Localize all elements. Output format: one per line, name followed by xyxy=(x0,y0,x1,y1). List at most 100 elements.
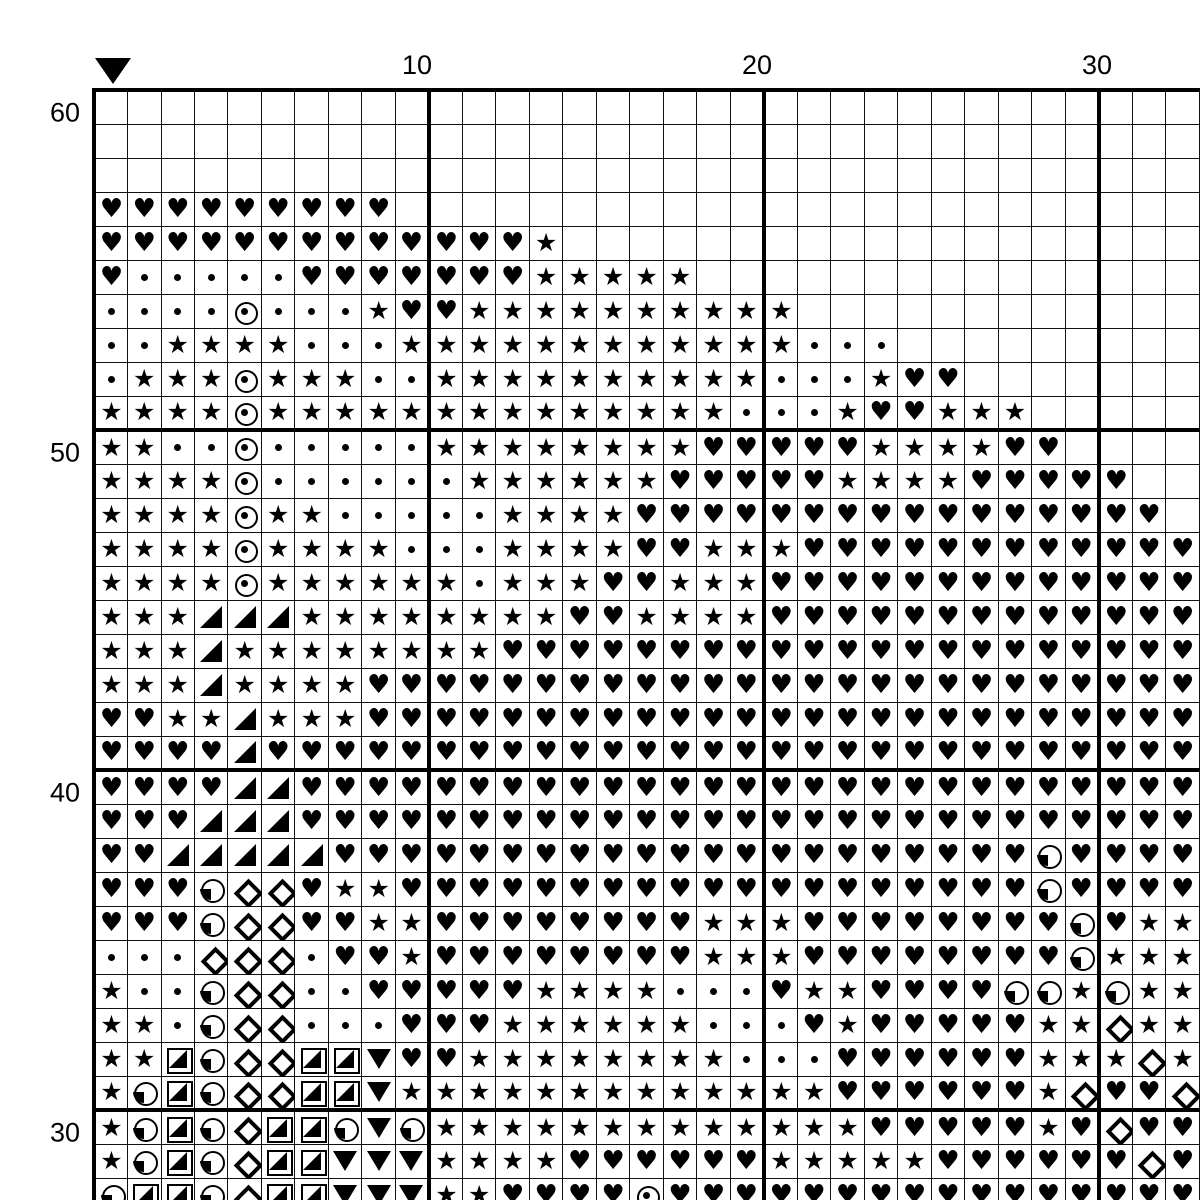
cell-heart[interactable] xyxy=(562,1177,597,1200)
cell-star[interactable] xyxy=(495,395,530,432)
cell-heart[interactable] xyxy=(763,429,798,465)
cell-heart[interactable] xyxy=(964,769,999,805)
cell-qcir[interactable] xyxy=(193,871,229,907)
cell-star[interactable] xyxy=(294,667,329,703)
cell-heart[interactable] xyxy=(796,599,832,635)
cell-heart[interactable] xyxy=(897,1109,932,1145)
cell-empty[interactable] xyxy=(964,225,999,261)
cell-star[interactable] xyxy=(629,1109,664,1145)
cell-empty[interactable] xyxy=(1064,429,1101,465)
cell-star[interactable] xyxy=(394,599,431,635)
cell-star[interactable] xyxy=(562,1007,597,1043)
cell-heart[interactable] xyxy=(428,667,463,703)
cell-heart[interactable] xyxy=(1131,1109,1167,1145)
cell-star[interactable] xyxy=(629,327,664,363)
cell-star[interactable] xyxy=(327,361,363,397)
cell-star[interactable] xyxy=(528,1007,564,1043)
cell-star[interactable] xyxy=(729,905,766,941)
cell-star[interactable] xyxy=(193,565,229,601)
cell-empty[interactable] xyxy=(92,88,129,125)
cell-star[interactable] xyxy=(294,633,329,669)
cell-heart[interactable] xyxy=(830,939,865,975)
cell-star[interactable] xyxy=(461,395,497,432)
cell-star[interactable] xyxy=(361,599,396,635)
cell-heart[interactable] xyxy=(562,633,597,669)
cell-dot[interactable] xyxy=(394,463,431,499)
cell-heart[interactable] xyxy=(897,667,932,703)
cell-dot[interactable] xyxy=(160,939,195,975)
cell-heart[interactable] xyxy=(394,1041,431,1077)
cell-heart[interactable] xyxy=(796,429,832,465)
cell-heart[interactable] xyxy=(1064,531,1101,567)
cell-heart[interactable] xyxy=(863,837,899,873)
cell-heart[interactable] xyxy=(830,803,865,839)
cell-heart[interactable] xyxy=(227,191,262,227)
cell-heart[interactable] xyxy=(495,735,530,772)
cell-star[interactable] xyxy=(327,871,363,907)
cell-heart[interactable] xyxy=(595,701,631,737)
cell-heart[interactable] xyxy=(629,701,664,737)
cell-heart[interactable] xyxy=(595,871,631,907)
cell-hsq[interactable] xyxy=(294,1109,329,1145)
cell-empty[interactable] xyxy=(1098,88,1133,125)
cell-heart[interactable] xyxy=(327,225,363,261)
cell-heart[interactable] xyxy=(930,565,966,601)
cell-qcir[interactable] xyxy=(1064,905,1101,941)
cell-star[interactable] xyxy=(92,531,129,567)
cell-star[interactable] xyxy=(562,463,597,499)
cell-heart[interactable] xyxy=(361,803,396,839)
cell-heart[interactable] xyxy=(897,973,932,1009)
cell-heart[interactable] xyxy=(461,769,497,805)
cell-empty[interactable] xyxy=(394,88,431,125)
cell-empty[interactable] xyxy=(1165,361,1200,397)
cell-star[interactable] xyxy=(361,395,396,432)
cell-star[interactable] xyxy=(461,463,497,499)
cell-star[interactable] xyxy=(327,701,363,737)
cell-empty[interactable] xyxy=(595,191,631,227)
cell-heart[interactable] xyxy=(863,531,899,567)
cell-empty[interactable] xyxy=(1064,361,1101,397)
cell-heart[interactable] xyxy=(294,259,329,295)
cell-heart[interactable] xyxy=(394,225,431,261)
cell-tri[interactable] xyxy=(260,599,296,635)
cell-star[interactable] xyxy=(294,531,329,567)
cell-heart[interactable] xyxy=(595,803,631,839)
cell-heart[interactable] xyxy=(763,463,798,499)
cell-qcir[interactable] xyxy=(1031,973,1066,1009)
cell-hsq[interactable] xyxy=(160,1109,195,1145)
cell-star[interactable] xyxy=(428,1075,463,1112)
cell-heart[interactable] xyxy=(294,191,329,227)
cell-heart[interactable] xyxy=(528,871,564,907)
cell-star[interactable] xyxy=(595,1075,631,1112)
cell-heart[interactable] xyxy=(495,701,530,737)
cell-star[interactable] xyxy=(729,1109,766,1145)
cell-heart[interactable] xyxy=(729,701,766,737)
cell-dot[interactable] xyxy=(127,939,162,975)
cell-heart[interactable] xyxy=(394,769,431,805)
cell-empty[interactable] xyxy=(662,123,698,159)
cell-star[interactable] xyxy=(662,1007,698,1043)
cell-heart[interactable] xyxy=(897,1177,932,1200)
cell-heart[interactable] xyxy=(1098,837,1133,873)
cell-heart[interactable] xyxy=(361,225,396,261)
cell-qcir[interactable] xyxy=(327,1109,363,1145)
cell-heart[interactable] xyxy=(1098,531,1133,567)
cell-heart[interactable] xyxy=(863,1075,899,1112)
cell-empty[interactable] xyxy=(796,191,832,227)
cell-heart[interactable] xyxy=(662,871,698,907)
cell-heart[interactable] xyxy=(997,905,1033,941)
cell-heart[interactable] xyxy=(327,769,363,805)
cell-heart[interactable] xyxy=(394,871,431,907)
cell-heart[interactable] xyxy=(629,803,664,839)
cell-star[interactable] xyxy=(897,429,932,465)
cell-heart[interactable] xyxy=(629,939,664,975)
cell-heart[interactable] xyxy=(830,667,865,703)
cell-heart[interactable] xyxy=(763,871,798,907)
cell-empty[interactable] xyxy=(997,225,1033,261)
cell-hsq[interactable] xyxy=(260,1109,296,1145)
cell-empty[interactable] xyxy=(1165,293,1200,329)
cell-heart[interactable] xyxy=(562,837,597,873)
cell-star[interactable] xyxy=(193,497,229,533)
cell-heart[interactable] xyxy=(92,905,129,941)
cell-heart[interactable] xyxy=(930,1007,966,1043)
